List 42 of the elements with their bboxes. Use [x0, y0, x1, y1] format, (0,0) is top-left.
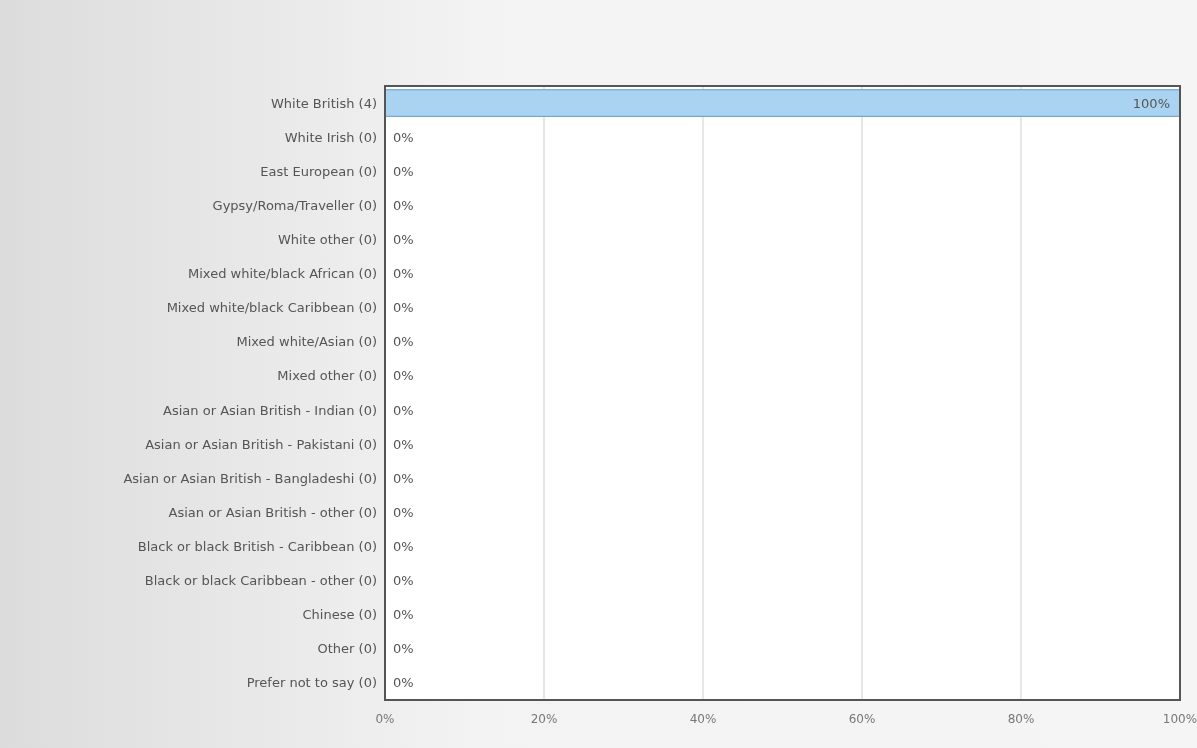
y-tick-label: Asian or Asian British - Pakistani (0): [145, 436, 377, 452]
y-tick-label: Mixed white/Asian (0): [236, 334, 377, 350]
y-tick-label: White Irish (0): [284, 129, 377, 145]
data-label: 0%: [393, 573, 414, 589]
data-label: 100%: [1132, 95, 1170, 111]
y-tick-label: Mixed other (0): [277, 368, 377, 384]
data-label: 0%: [393, 368, 414, 384]
data-label: 0%: [393, 675, 414, 691]
x-tick-label: 80%: [1007, 712, 1035, 726]
y-tick-label: Asian or Asian British - Indian (0): [163, 402, 377, 418]
data-label: 0%: [393, 470, 414, 486]
data-label: 0%: [393, 300, 414, 316]
x-tick-label: 20%: [530, 712, 558, 726]
y-tick-label: East European (0): [260, 163, 377, 179]
y-tick-label: Black or black Caribbean - other (0): [144, 573, 377, 589]
data-label: 0%: [393, 163, 414, 179]
y-tick-label: Black or black British - Caribbean (0): [137, 539, 377, 555]
y-tick-label: Prefer not to say (0): [246, 675, 377, 691]
y-tick-label: Gypsy/Roma/Traveller (0): [212, 197, 377, 213]
data-label: 0%: [393, 197, 414, 213]
x-tick-label: 60%: [848, 712, 876, 726]
data-label: 0%: [393, 504, 414, 520]
y-tick-label: Chinese (0): [302, 607, 377, 623]
y-tick-label: Mixed white/black Caribbean (0): [166, 300, 377, 316]
x-tick-label: 0%: [375, 712, 395, 726]
data-label: 0%: [393, 539, 414, 555]
y-tick-label: Mixed white/black African (0): [188, 266, 377, 282]
data-label: 0%: [393, 334, 414, 350]
y-tick-label: Other (0): [317, 641, 377, 657]
x-tick-label: 100%: [1162, 712, 1197, 726]
y-tick-label: Asian or Asian British - other (0): [168, 504, 377, 520]
data-label: 0%: [393, 266, 414, 282]
data-label: 0%: [393, 129, 414, 145]
x-tick-label: 40%: [689, 712, 717, 726]
data-label: 0%: [393, 232, 414, 248]
data-label: 0%: [393, 402, 414, 418]
y-tick-label: White other (0): [277, 232, 377, 248]
data-label: 0%: [393, 607, 414, 623]
data-label: 0%: [393, 641, 414, 657]
y-tick-label: White British (4): [270, 95, 377, 111]
data-label: 0%: [393, 436, 414, 452]
y-tick-label: Asian or Asian British - Bangladeshi (0): [123, 470, 377, 486]
